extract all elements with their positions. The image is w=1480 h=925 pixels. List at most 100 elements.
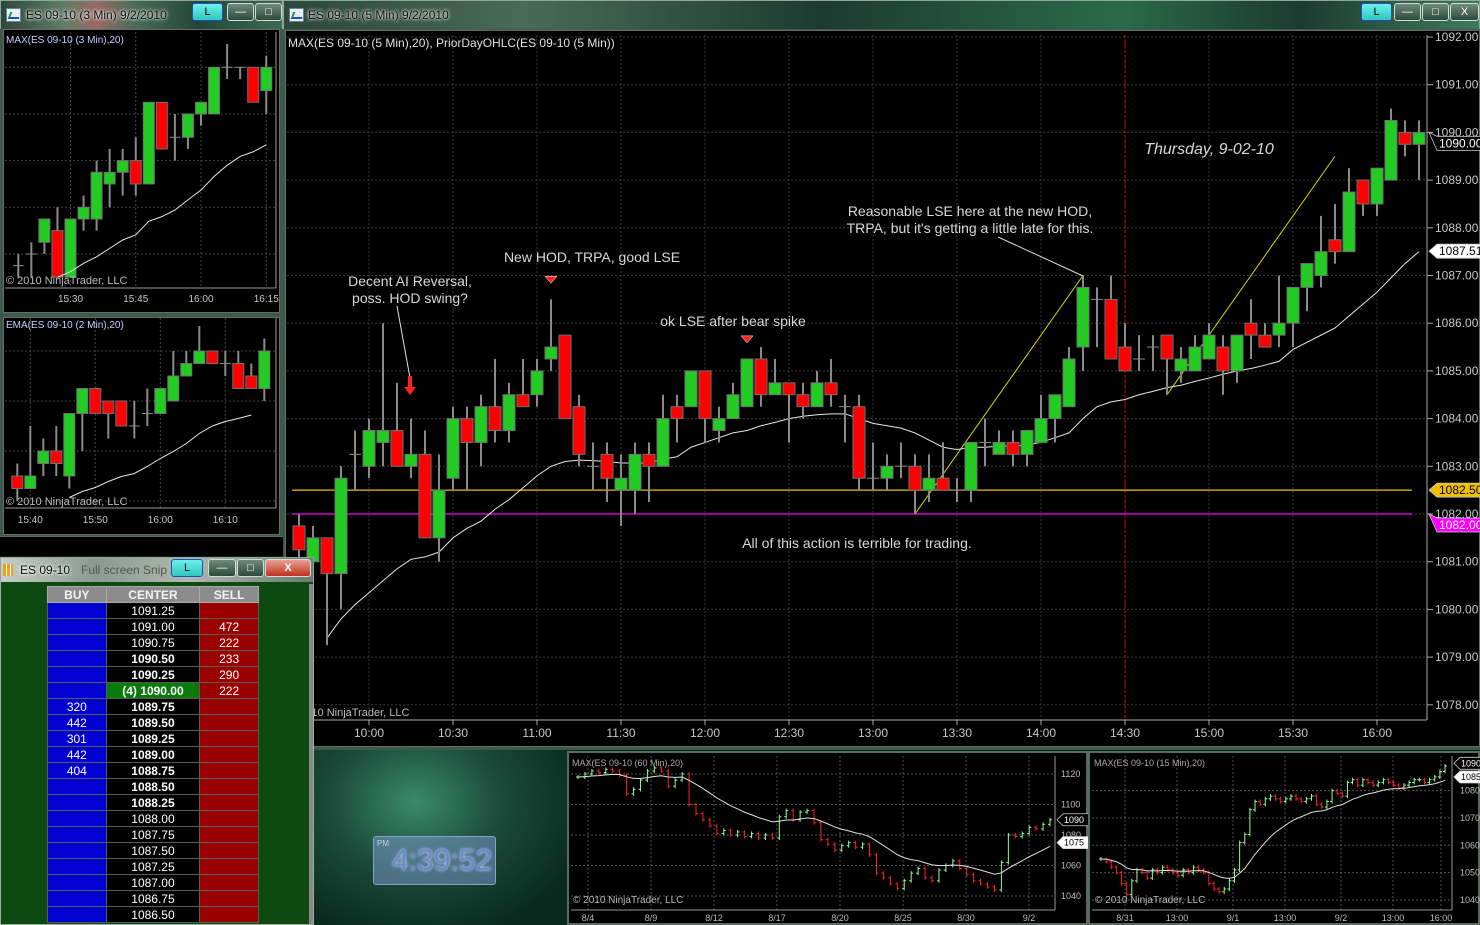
price-cell[interactable]: 1088.25 [105, 794, 201, 811]
maximize-button[interactable]: □ [255, 3, 282, 21]
sell-cell[interactable] [199, 842, 259, 859]
column-header-center[interactable]: CENTER [105, 586, 201, 603]
price-cell[interactable]: 1091.25 [105, 602, 201, 619]
buy-cell[interactable] [47, 682, 107, 699]
sell-cell[interactable] [199, 794, 259, 811]
buy-cell[interactable] [47, 890, 107, 907]
candle-body [1258, 334, 1272, 348]
buy-cell[interactable] [47, 810, 107, 827]
price-cell[interactable]: 1088.75 [105, 762, 201, 779]
minimize-button[interactable]: — [208, 559, 236, 577]
price-axis-label: 1081.00 [1435, 555, 1479, 569]
buy-cell[interactable]: 442 [47, 714, 107, 731]
price-cell[interactable]: 1089.00 [105, 746, 201, 763]
candle [167, 351, 180, 402]
price-cell[interactable]: 1088.00 [105, 810, 201, 827]
sell-cell[interactable] [199, 906, 259, 923]
price-cell[interactable]: 1090.75 [105, 634, 201, 651]
sell-cell[interactable] [199, 858, 259, 875]
price-cell[interactable]: 1089.75 [105, 698, 201, 715]
clock-gadget[interactable]: PM 4:39:52 [373, 836, 496, 885]
link-button[interactable]: L [192, 3, 223, 21]
price-cell[interactable]: 1086.50 [105, 906, 201, 923]
sell-cell[interactable] [199, 714, 259, 731]
sell-cell[interactable]: 222 [199, 682, 259, 699]
sell-cell[interactable] [199, 746, 259, 763]
sell-cell[interactable] [199, 778, 259, 795]
candle-body [76, 388, 89, 414]
maximize-button[interactable]: □ [237, 559, 264, 577]
candle [1174, 347, 1188, 383]
candle [90, 160, 103, 231]
main-chart-titlebar[interactable]: ES 09-10 (5 Min) 9/2/2010 L — □ X [283, 0, 1480, 29]
buy-cell[interactable] [47, 634, 107, 651]
chart-2min-plot[interactable]: 15:40 15:50 16:00 16:10 [0, 0, 283, 556]
sell-cell[interactable] [199, 890, 259, 907]
chart-3min-plot[interactable]: 15:30 15:45 16:00 16:15 [0, 0, 283, 316]
ohlc-bar [1427, 777, 1432, 785]
price-cell[interactable]: (4) 1090.00 [105, 682, 201, 699]
price-cell[interactable]: 1090.50 [105, 650, 201, 667]
buy-cell[interactable] [47, 650, 107, 667]
ohlc-bar [867, 842, 872, 857]
chart-15min-plot[interactable]: 1080 1070 1060 1050 1040 8/31 13:00 9/1 13:00 9/2… [1088, 751, 1480, 925]
maximize-button[interactable]: □ [1422, 3, 1449, 21]
scrollbar[interactable] [309, 584, 313, 924]
buy-cell[interactable] [47, 794, 107, 811]
chart-60min-plot[interactable]: 1120 1100 1080 1060 1040 8/4 8/9 8/12 8/17 8/20 8/… [567, 751, 1088, 925]
sell-cell[interactable]: 222 [199, 634, 259, 651]
minimize-button[interactable]: — [1394, 3, 1421, 21]
buy-cell[interactable] [47, 618, 107, 635]
candle [488, 358, 502, 443]
buy-cell[interactable] [47, 778, 107, 795]
sell-cell[interactable] [199, 730, 259, 747]
sell-cell[interactable] [199, 874, 259, 891]
ohlc-bar [1181, 867, 1186, 878]
link-button[interactable]: L [171, 559, 203, 577]
price-cell[interactable]: 1087.50 [105, 842, 201, 859]
buy-cell[interactable]: 301 [47, 730, 107, 747]
price-cell[interactable]: 1090.25 [105, 666, 201, 683]
sell-cell[interactable]: 290 [199, 666, 259, 683]
minimize-button[interactable]: — [227, 3, 254, 21]
column-header-sell[interactable]: SELL [199, 586, 259, 603]
main-chart-plot[interactable]: 1092.00 1091.00 1090.00 1089.00 1088.00 1087.… [285, 30, 1480, 746]
close-button[interactable]: X [265, 559, 311, 577]
candle [628, 442, 642, 514]
buy-cell[interactable]: 320 [47, 698, 107, 715]
sell-cell[interactable] [199, 602, 259, 619]
link-button[interactable]: L [1361, 3, 1392, 21]
chart-3min-titlebar[interactable]: ES 09-10 (3 Min) 9/2/2010 L — □ [0, 0, 283, 29]
buy-cell[interactable] [47, 666, 107, 683]
candle-body [880, 465, 894, 479]
price-cell[interactable]: 1086.75 [105, 890, 201, 907]
candle-body [1048, 394, 1062, 420]
close-button[interactable]: X [1450, 3, 1479, 21]
buy-cell[interactable] [47, 874, 107, 891]
price-cell[interactable]: 1089.50 [105, 714, 201, 731]
column-header-buy[interactable]: BUY [47, 586, 107, 603]
buy-cell[interactable] [47, 602, 107, 619]
buy-cell[interactable] [47, 906, 107, 923]
buy-cell[interactable]: 442 [47, 746, 107, 763]
sell-cell[interactable]: 472 [199, 618, 259, 635]
price-cell[interactable]: 1088.50 [105, 778, 201, 795]
sell-cell[interactable] [199, 698, 259, 715]
buy-cell[interactable] [47, 858, 107, 875]
candle [796, 382, 810, 419]
sell-cell[interactable] [199, 810, 259, 827]
candle-body [24, 475, 37, 489]
price-cell[interactable]: 1087.00 [105, 874, 201, 891]
price-cell[interactable]: 1089.25 [105, 730, 201, 747]
sell-cell[interactable] [199, 826, 259, 843]
price-cell[interactable]: 1091.00 [105, 618, 201, 635]
ohlc-bar [700, 811, 705, 822]
sell-cell[interactable] [199, 762, 259, 779]
buy-cell[interactable]: 404 [47, 762, 107, 779]
price-cell[interactable]: 1087.25 [105, 858, 201, 875]
price-cell[interactable]: 1087.75 [105, 826, 201, 843]
dom-titlebar[interactable]: ES 09-10 Full screen Snip L — □ X [0, 557, 314, 582]
sell-cell[interactable]: 233 [199, 650, 259, 667]
buy-cell[interactable] [47, 826, 107, 843]
buy-cell[interactable] [47, 842, 107, 859]
